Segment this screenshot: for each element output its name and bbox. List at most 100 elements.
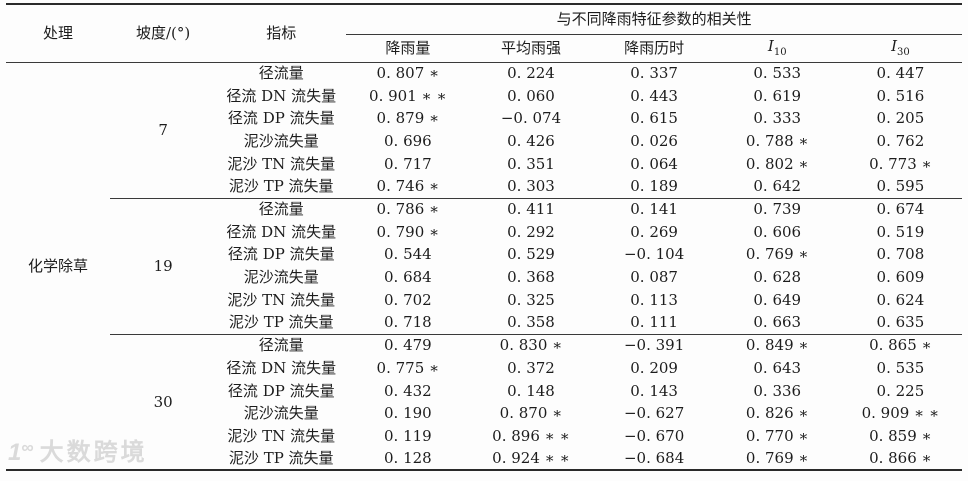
value-cell: 0. 411 xyxy=(469,197,593,221)
indicator-cell: 泥沙流失量 xyxy=(243,404,319,423)
value-cell: −0. 684 xyxy=(623,449,685,468)
value-cell: 0. 325 xyxy=(507,290,555,309)
indicator-cell: 径流 DN 流失量 xyxy=(226,222,337,241)
indicator-cell: 泥沙 TN 流失量 xyxy=(227,290,336,309)
value-cell: 0. 026 xyxy=(630,132,678,151)
value-cell: 0. 830 ∗ xyxy=(469,333,593,357)
value-cell: 0. 642 xyxy=(753,177,802,196)
col-header-slope: 坡度/(°) xyxy=(110,4,217,63)
value-cell: 0. 717 xyxy=(384,154,432,173)
value-cell: 0. 643 xyxy=(753,358,802,377)
value-cell: 0. 432 xyxy=(384,381,432,400)
value-cell: 0. 718 xyxy=(384,313,432,332)
value-cell: 0. 775 ∗ xyxy=(376,358,440,377)
value-cell: 0. 595 xyxy=(876,177,925,196)
value-cell: 0. 189 xyxy=(630,177,678,196)
value-cell: 0. 674 xyxy=(838,197,962,221)
table-row: 径流 DN 流失量 0. 775 ∗ 0. 372 0. 209 0. 643 0. 53… xyxy=(6,357,962,380)
column-header: I30 xyxy=(838,34,962,63)
value-cell: 0. 337 xyxy=(630,64,678,83)
table-row: 径流 DP 流失量 0. 432 0. 148 0. 143 0. 336 0. 225 xyxy=(6,380,962,403)
value-cell: 0. 628 xyxy=(753,268,802,287)
value-cell: 0. 663 xyxy=(753,313,802,332)
value-cell: 0. 702 xyxy=(384,290,432,309)
value-cell: 0. 205 xyxy=(876,109,925,128)
value-cell: 0. 769 ∗ xyxy=(745,449,809,468)
indicator-cell: 径流 DN 流失量 xyxy=(226,358,337,377)
table-row: 泥沙 TN 流失量 0. 702 0. 325 0. 113 0. 649 0. 624 xyxy=(6,289,962,312)
value-cell: −0. 627 xyxy=(623,404,685,423)
indicator-cell: 泥沙 TP 流失量 xyxy=(228,313,334,332)
value-cell: 0. 443 xyxy=(630,86,678,105)
slope-cell: 30 xyxy=(110,333,217,471)
value-cell: 0. 770 ∗ xyxy=(745,426,809,445)
value-cell: 0. 746 ∗ xyxy=(376,177,440,196)
value-cell: −0. 074 xyxy=(500,109,562,128)
indicator-cell: 径流量 xyxy=(216,333,347,357)
indicator-cell: 泥沙流失量 xyxy=(243,132,319,151)
value-cell: −0. 391 xyxy=(592,333,716,357)
value-cell: 0. 924 ∗ ∗ xyxy=(492,449,570,468)
table-row: 19 径流量 0. 786 ∗ 0. 411 0. 141 0. 739 0. 674 xyxy=(6,197,962,335)
slope-cell: 7 xyxy=(158,120,168,139)
value-cell: 0. 649 xyxy=(753,290,802,309)
header-row-top: 处理 坡度/(°) 指标 与不同降雨特征参数的相关性 xyxy=(6,4,962,63)
value-cell: 0. 190 xyxy=(384,404,432,423)
value-cell: 0. 739 xyxy=(715,197,839,221)
value-cell: 0. 060 xyxy=(507,86,555,105)
slope-cell: 19 xyxy=(110,197,217,335)
indicator-cell: 径流 DP 流失量 xyxy=(227,381,335,400)
value-cell: 0. 535 xyxy=(876,358,925,377)
value-cell: 0. 609 xyxy=(876,268,925,287)
value-cell: 0. 519 xyxy=(876,222,925,241)
value-cell: 0. 635 xyxy=(876,313,925,332)
value-cell: 0. 447 xyxy=(876,64,925,83)
value-cell: 0. 269 xyxy=(630,222,678,241)
value-cell: 0. 624 xyxy=(876,290,925,309)
indicator-cell: 径流 DN 流失量 xyxy=(226,86,337,105)
value-cell: 0. 773 ∗ xyxy=(869,154,932,173)
table-row: 泥沙 TP 流失量 0. 128 0. 924 ∗ ∗ −0. 684 0. 769 ∗… xyxy=(6,448,962,471)
indicator-cell: 泥沙 TN 流失量 xyxy=(227,426,336,445)
col-header-indicator: 指标 xyxy=(216,4,347,63)
table-row: 径流 DN 流失量 0. 901 ∗ ∗ 0. 060 0. 443 0. 619 0. … xyxy=(6,85,962,108)
table-row: 泥沙流失量 0. 684 0. 368 0. 087 0. 628 0. 609 xyxy=(6,266,962,289)
value-cell: 0. 128 xyxy=(384,449,432,468)
value-cell: 0. 762 xyxy=(876,132,925,151)
indicator-cell: 径流 DP 流失量 xyxy=(227,109,335,128)
value-cell: 0. 479 xyxy=(346,333,470,357)
value-cell: 0. 696 xyxy=(384,132,432,151)
value-cell: 0. 368 xyxy=(507,268,555,287)
value-cell: 0. 292 xyxy=(507,222,555,241)
value-cell: 0. 119 xyxy=(384,426,432,445)
indicator-cell: 径流量 xyxy=(216,197,347,221)
value-cell: 0. 802 ∗ xyxy=(745,154,809,173)
indicator-cell: 泥沙流失量 xyxy=(243,268,319,287)
header-row-sub: 降雨量 平均雨强 降雨历时 I10 I30 xyxy=(6,34,962,63)
value-cell: 0. 870 ∗ xyxy=(499,404,563,423)
value-cell: −0. 670 xyxy=(623,426,685,445)
value-cell: 0. 786 ∗ xyxy=(346,197,470,221)
value-cell: 0. 865 ∗ xyxy=(838,333,962,357)
value-cell: 0. 769 ∗ xyxy=(745,245,809,264)
value-cell: 0. 064 xyxy=(630,154,678,173)
table-row: 泥沙流失量 0. 190 0. 870 ∗ −0. 627 0. 826 ∗ 0. 909… xyxy=(6,402,962,425)
value-cell: 0. 615 xyxy=(630,109,678,128)
value-cell: 0. 336 xyxy=(753,381,802,400)
value-cell: 0. 113 xyxy=(630,290,678,309)
value-cell: 0. 224 xyxy=(507,64,555,83)
value-cell: 0. 111 xyxy=(630,313,678,332)
table-row: 泥沙 TP 流失量 0. 718 0. 358 0. 111 0. 663 0. 635 xyxy=(6,312,962,335)
value-cell: 0. 148 xyxy=(507,381,555,400)
value-cell: 0. 684 xyxy=(384,268,432,287)
value-cell: 0. 788 ∗ xyxy=(745,132,809,151)
value-cell: 0. 426 xyxy=(507,132,555,151)
value-cell: −0. 104 xyxy=(623,245,685,264)
value-cell: 0. 358 xyxy=(507,313,555,332)
table-header: 处理 坡度/(°) 指标 与不同降雨特征参数的相关性 降雨量 平均雨强 降雨历时 I1… xyxy=(6,4,962,63)
value-cell: 0. 859 ∗ xyxy=(869,426,932,445)
table-row: 泥沙 TN 流失量 0. 717 0. 351 0. 064 0. 802 ∗ 0. 77… xyxy=(6,153,962,176)
value-cell: 0. 901 ∗ ∗ xyxy=(369,86,447,105)
col-header-treatment: 处理 xyxy=(6,4,111,63)
table-row: 径流 DP 流失量 0. 544 0. 529 −0. 104 0. 769 ∗ 0. 7… xyxy=(6,244,962,267)
